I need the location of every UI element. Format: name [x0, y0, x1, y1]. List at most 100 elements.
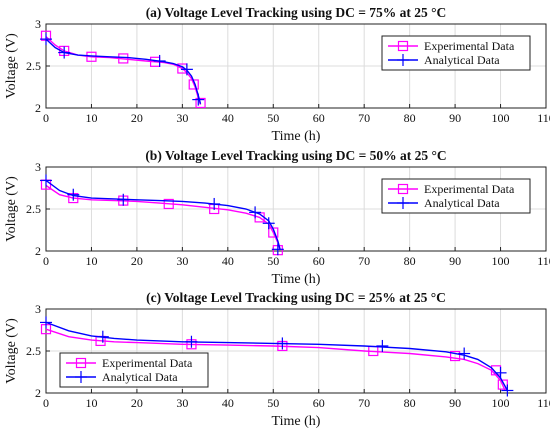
x-tick-label: 60 [313, 111, 325, 125]
data-point-analytical [458, 347, 471, 360]
legend-label-analytical: Analytical Data [424, 196, 500, 210]
chart-panel-3: (c) Voltage Level Tracking using DC = 25… [4, 290, 550, 429]
x-tick-label: 10 [85, 254, 97, 268]
legend-marker-experimental [397, 183, 409, 195]
y-tick-label: 3 [35, 302, 41, 316]
x-tick-label: 110 [537, 254, 550, 268]
x-axis-label: Time (h) [272, 129, 321, 144]
y-axis-label: Voltage (V) [4, 318, 19, 384]
legend-label-experimental: Experimental Data [102, 356, 193, 370]
data-point-analytical [376, 339, 389, 352]
x-tick-label: 50 [267, 111, 279, 125]
x-axis-label: Time (h) [272, 414, 321, 429]
chart-panel-2: (b) Voltage Level Tracking using DC = 50… [4, 148, 550, 287]
y-tick-label: 2.5 [26, 344, 41, 358]
y-tick-label: 2 [35, 244, 41, 258]
x-tick-label: 70 [358, 111, 370, 125]
x-tick-label: 40 [222, 111, 234, 125]
y-axis-label: Voltage (V) [4, 176, 19, 242]
x-tick-label: 30 [176, 254, 188, 268]
chart-title: (b) Voltage Level Tracking using DC = 50… [145, 148, 446, 163]
data-point-analytical [153, 54, 166, 67]
x-tick-label: 0 [43, 254, 49, 268]
x-tick-label: 70 [358, 396, 370, 410]
series-line-analytical [45, 179, 281, 250]
x-tick-label: 20 [131, 396, 143, 410]
x-tick-label: 90 [449, 111, 461, 125]
data-point-analytical [249, 206, 262, 219]
series-line-experimental [45, 184, 281, 251]
x-tick-label: 30 [176, 111, 188, 125]
y-tick-label: 2 [35, 101, 41, 115]
x-tick-label: 0 [43, 111, 49, 125]
data-point-analytical [276, 337, 289, 350]
series-line-experimental [45, 328, 506, 391]
x-tick-label: 100 [492, 396, 510, 410]
legend-marker-experimental [75, 357, 87, 369]
x-tick-label: 90 [449, 254, 461, 268]
data-point-analytical [40, 174, 52, 187]
x-tick-label: 40 [222, 254, 234, 268]
y-tick-label: 3 [35, 160, 41, 174]
data-point-analytical [185, 335, 198, 348]
data-point-analytical [192, 93, 205, 106]
x-tick-label: 50 [267, 254, 279, 268]
data-point-analytical [67, 188, 80, 201]
x-tick-label: 40 [222, 396, 234, 410]
x-tick-label: 10 [85, 111, 97, 125]
x-tick-label: 30 [176, 396, 188, 410]
x-tick-label: 60 [313, 254, 325, 268]
data-point-analytical [40, 316, 52, 329]
y-tick-label: 2.5 [26, 202, 41, 216]
data-point-analytical [501, 384, 514, 397]
x-tick-label: 20 [131, 111, 143, 125]
x-tick-label: 70 [358, 254, 370, 268]
data-point-analytical [180, 63, 193, 76]
x-tick-label: 60 [313, 396, 325, 410]
data-point-analytical [271, 243, 284, 256]
legend-marker-experimental [397, 40, 409, 52]
data-point-experimental [449, 350, 461, 362]
data-point-experimental [195, 97, 206, 109]
data-point-experimental [163, 198, 174, 210]
x-tick-label: 50 [267, 396, 279, 410]
data-point-analytical [494, 366, 507, 379]
legend-label-experimental: Experimental Data [424, 182, 515, 196]
x-tick-label: 0 [43, 396, 49, 410]
chart-panel-1: (a) Voltage Level Tracking using DC = 75… [4, 5, 550, 144]
data-point-analytical [40, 33, 52, 46]
x-tick-label: 80 [404, 111, 416, 125]
x-axis-label: Time (h) [272, 272, 321, 287]
legend-label-analytical: Analytical Data [102, 370, 178, 384]
series-line-experimental [45, 36, 202, 105]
x-tick-label: 80 [404, 254, 416, 268]
series-line-analytical [45, 321, 509, 391]
data-point-experimental [118, 53, 129, 64]
x-tick-label: 80 [404, 396, 416, 410]
x-tick-label: 20 [131, 254, 143, 268]
y-axis-label: Voltage (V) [4, 33, 19, 99]
x-tick-label: 100 [492, 111, 510, 125]
chart-title: (a) Voltage Level Tracking using DC = 75… [146, 5, 447, 20]
x-tick-label: 110 [537, 396, 550, 410]
x-tick-label: 10 [85, 396, 97, 410]
legend-label-experimental: Experimental Data [424, 39, 515, 53]
data-point-analytical [262, 217, 275, 230]
y-tick-label: 3 [35, 17, 41, 31]
data-point-analytical [117, 193, 130, 206]
x-tick-label: 90 [449, 396, 461, 410]
data-point-analytical [58, 46, 71, 59]
x-tick-label: 110 [537, 111, 550, 125]
y-tick-label: 2.5 [26, 59, 41, 73]
data-point-analytical [208, 197, 221, 210]
legend-label-analytical: Analytical Data [424, 53, 500, 67]
data-point-analytical [96, 330, 109, 343]
y-tick-label: 2 [35, 386, 41, 400]
chart-title: (c) Voltage Level Tracking using DC = 25… [146, 290, 446, 305]
x-tick-label: 100 [492, 254, 510, 268]
